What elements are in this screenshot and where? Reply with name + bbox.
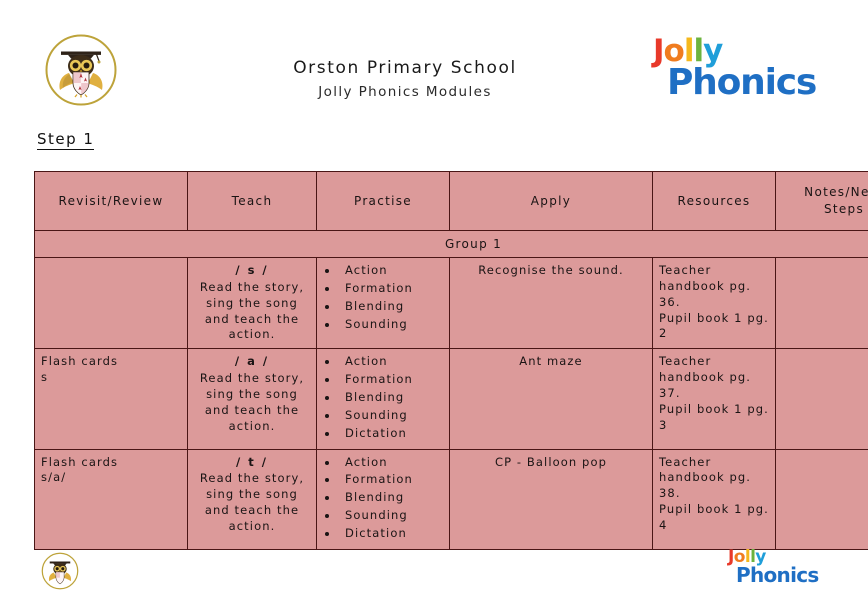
list-item: Sounding xyxy=(339,317,443,333)
school-subtitle: Jolly Phonics Modules xyxy=(318,84,492,100)
list-item: Sounding xyxy=(339,508,443,524)
cell-revisit xyxy=(34,256,188,350)
footer-jolly-phonics-logo-phonics-word: Phonics xyxy=(736,563,819,587)
cell-notes xyxy=(775,348,868,450)
cell-teach: / t / Read the story, sing the song and … xyxy=(187,448,317,550)
cell-resources: Teacher handbook pg. 37. Pupil book 1 pg… xyxy=(652,348,776,450)
cell-practise: Action Formation Blending Sounding xyxy=(316,256,450,350)
list-item: Formation xyxy=(339,472,443,488)
teach-description: Read the story, sing the song and teach … xyxy=(199,371,305,433)
teach-description: Read the story, sing the song and teach … xyxy=(199,471,305,534)
list-item: Action xyxy=(339,263,443,279)
teach-description: Read the story, sing the song and teach … xyxy=(199,279,305,342)
table-row: Flash cards s / a / Read the story, sing… xyxy=(34,348,868,450)
list-item: Dictation xyxy=(339,426,443,442)
table-row: Flash cards s/a/ / t / Read the story, s… xyxy=(34,448,868,550)
practise-list: Action Formation Blending Sounding xyxy=(323,263,443,332)
cell-apply: Ant maze xyxy=(449,348,653,450)
column-header-notes-next-steps: Notes/Next Steps xyxy=(775,171,868,231)
resource-line: Pupil book 1 pg. 3 xyxy=(659,401,769,432)
cell-revisit: Flash cards s xyxy=(34,348,188,450)
list-item: Blending xyxy=(339,390,443,406)
list-item: Action xyxy=(339,354,443,370)
column-header-teach: Teach xyxy=(187,171,317,231)
cell-resources: Teacher handbook pg. 36. Pupil book 1 pg… xyxy=(652,256,776,350)
teach-sound: / a / xyxy=(234,354,270,369)
school-owl-logo-icon xyxy=(44,33,118,107)
resource-line: Teacher handbook pg. 37. xyxy=(659,354,752,401)
resource-line: Teacher handbook pg. 36. xyxy=(659,263,752,309)
cell-resources: Teacher handbook pg. 38. Pupil book 1 pg… xyxy=(652,448,776,550)
jolly-phonics-logo-phonics-word: Phonics xyxy=(667,62,817,103)
step-label: Step 1 xyxy=(37,130,95,150)
cell-practise: Action Formation Blending Sounding Dicta… xyxy=(316,348,450,450)
document-footer: Jolly Phonics xyxy=(0,546,868,614)
jolly-phonics-logo: Jolly Phonics xyxy=(645,36,835,114)
practise-list: Action Formation Blending Sounding Dicta… xyxy=(323,354,443,441)
column-header-apply: Apply xyxy=(449,171,653,231)
list-item: Action xyxy=(339,455,443,471)
list-item: Blending xyxy=(339,490,443,506)
cell-teach: / s / Read the story, sing the song and … xyxy=(187,256,317,350)
column-header-revisit-review: Revisit/Review xyxy=(34,171,188,231)
revisit-line: Flash cards xyxy=(41,454,119,469)
list-item: Dictation xyxy=(339,526,443,542)
footer-jolly-phonics-logo-jolly-word: Jolly xyxy=(728,547,766,567)
list-item: Blending xyxy=(339,299,443,315)
cell-apply: Recognise the sound. xyxy=(449,256,653,350)
resource-line: Pupil book 1 pg. 2 xyxy=(659,310,769,341)
practise-list: Action Formation Blending Sounding Dicta… xyxy=(323,455,443,542)
revisit-line: s xyxy=(41,370,49,385)
revisit-line: s/a/ xyxy=(41,470,67,485)
list-item: Formation xyxy=(339,281,443,297)
list-item: Formation xyxy=(339,372,443,388)
teach-sound: / t / xyxy=(236,454,268,469)
document-header: Orston Primary School Jolly Phonics Modu… xyxy=(0,0,868,118)
lesson-plan-table: Revisit/Review Teach Practise Apply Reso… xyxy=(34,171,868,550)
table-header-row: Revisit/Review Teach Practise Apply Reso… xyxy=(34,171,868,231)
footer-school-owl-logo-icon xyxy=(41,552,79,590)
resource-line: Pupil book 1 pg. 4 xyxy=(659,502,769,533)
footer-jolly-phonics-logo: Jolly Phonics xyxy=(723,549,833,595)
column-header-practise: Practise xyxy=(316,171,450,231)
column-header-resources: Resources xyxy=(652,171,776,231)
group-heading-label: Group 1 xyxy=(34,230,868,258)
school-title: Orston Primary School xyxy=(293,58,517,78)
cell-revisit: Flash cards s/a/ xyxy=(34,448,188,550)
teach-sound: / s / xyxy=(235,263,269,277)
school-title-block: Orston Primary School Jolly Phonics Modu… xyxy=(240,58,570,100)
jolly-phonics-logo-jolly-word: Jolly xyxy=(653,33,723,69)
cell-practise: Action Formation Blending Sounding Dicta… xyxy=(316,448,450,550)
table-row: / s / Read the story, sing the song and … xyxy=(34,256,868,350)
cell-notes xyxy=(775,448,868,550)
cell-teach: / a / Read the story, sing the song and … xyxy=(187,348,317,450)
list-item: Sounding xyxy=(339,408,443,424)
group-heading-row: Group 1 xyxy=(34,230,868,258)
revisit-line: Flash cards xyxy=(41,354,119,369)
resource-line: Teacher handbook pg. 38. xyxy=(659,454,752,501)
cell-apply: CP - Balloon pop xyxy=(449,448,653,550)
cell-notes xyxy=(775,256,868,350)
